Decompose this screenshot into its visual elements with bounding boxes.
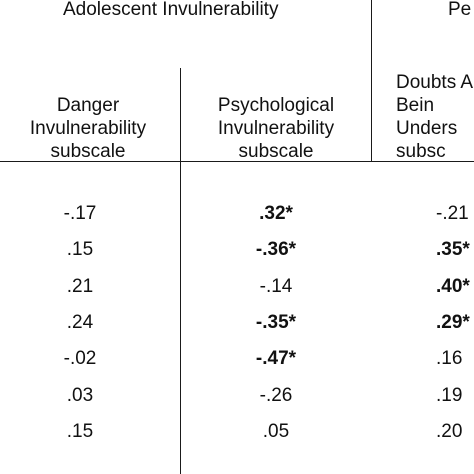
group-header-adolescent-invulnerability: Adolescent Invulnerability xyxy=(63,0,279,20)
cell-danger: -.02 xyxy=(63,348,97,369)
cell-partial: .20 xyxy=(436,421,463,442)
cell-psychological: -.14 xyxy=(259,276,293,297)
group-header-partial: Pe xyxy=(448,0,472,20)
cell-psychological: -.47* xyxy=(255,348,297,369)
cell-psychological: -.26 xyxy=(259,385,293,406)
cell-partial: -.21 xyxy=(436,203,469,224)
cell-danger: .21 xyxy=(66,276,94,297)
group-divider-line xyxy=(371,0,372,162)
column-divider-line-body xyxy=(180,162,181,474)
cell-danger: .15 xyxy=(66,421,94,442)
cell-partial: .35* xyxy=(436,239,470,260)
cell-partial: .29* xyxy=(436,312,470,333)
cell-danger: -.17 xyxy=(63,203,97,224)
column-header-partial: Doubts A Bein Unders subsc xyxy=(396,72,474,162)
cell-danger: .15 xyxy=(66,239,94,260)
header-bottom-rule xyxy=(0,161,474,162)
cell-psychological: .05 xyxy=(262,421,290,442)
cell-psychological: -.36* xyxy=(255,239,297,260)
cell-partial: .40* xyxy=(436,276,470,297)
column-header-danger-invulnerability: Danger Invulnerability subscale xyxy=(29,95,147,162)
cell-partial: .19 xyxy=(436,385,463,406)
cell-danger: .03 xyxy=(66,385,94,406)
column-header-psychological-invulnerability: Psychological Invulnerability subscale xyxy=(217,95,335,162)
column-divider-line-header xyxy=(180,68,181,162)
cell-partial: .16 xyxy=(436,348,463,369)
cell-psychological: -.35* xyxy=(255,312,297,333)
cell-danger: .24 xyxy=(66,312,94,333)
cell-psychological: .32* xyxy=(259,203,293,224)
